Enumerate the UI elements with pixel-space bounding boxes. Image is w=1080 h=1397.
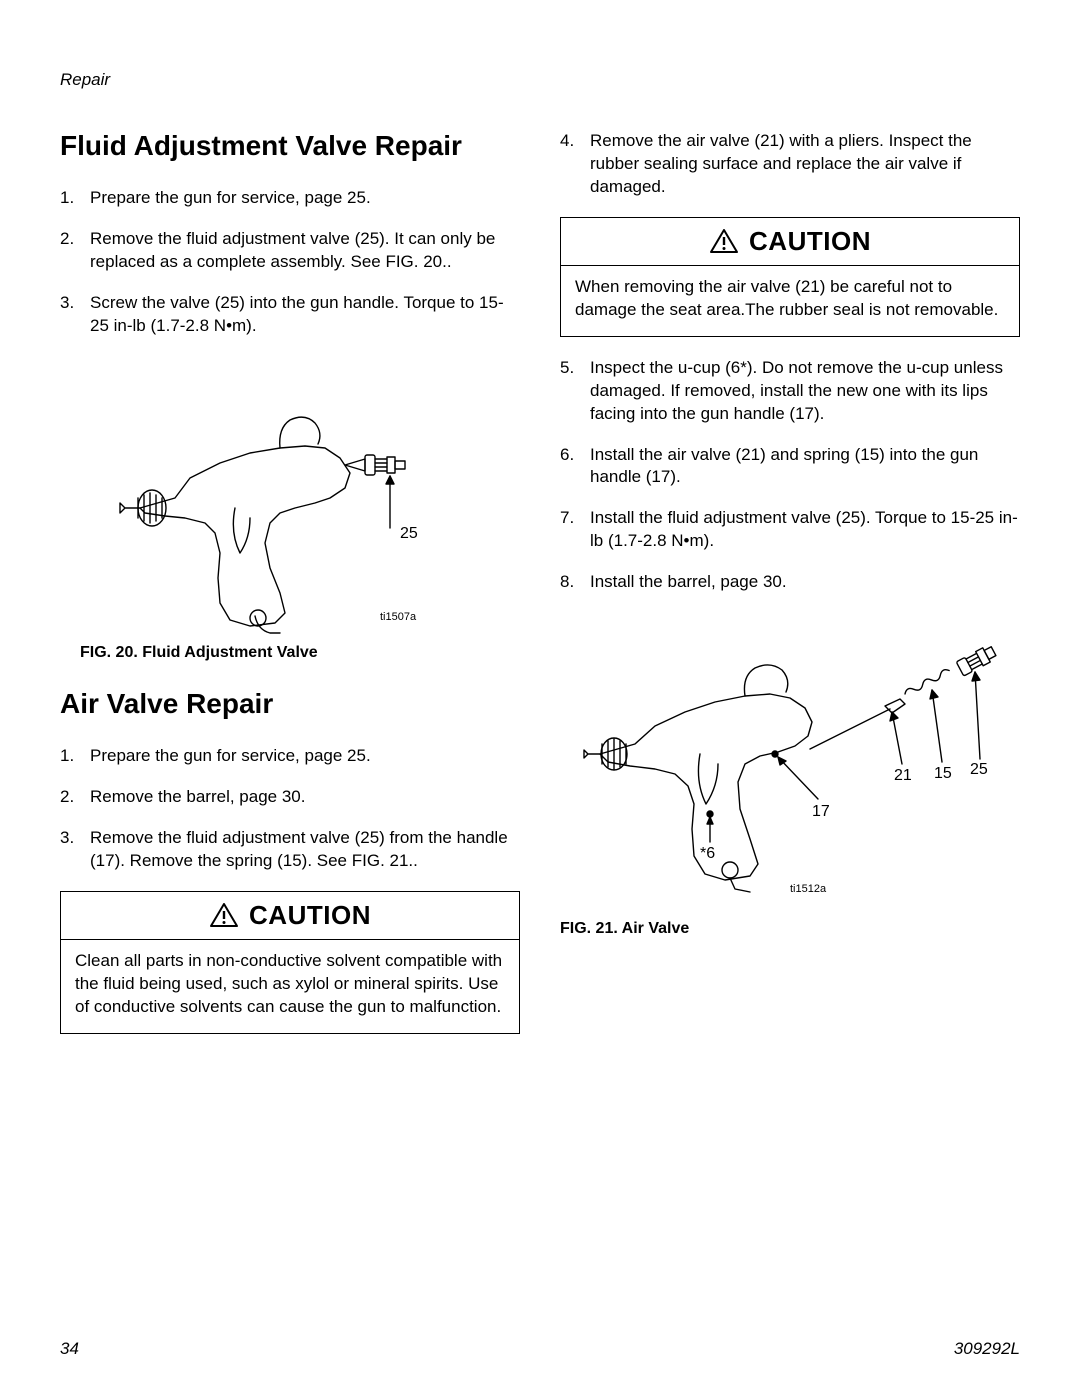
page-number: 34 [60, 1339, 79, 1359]
fluid-adjustment-steps: Prepare the gun for service, page 25. Re… [60, 187, 520, 338]
left-column: Fluid Adjustment Valve Repair Prepare th… [60, 130, 520, 1054]
warning-icon [209, 902, 239, 928]
figure-20: 25 ti1507a FIG. 20. Fluid Adjustment Val… [80, 358, 520, 662]
doc-number: 309292L [954, 1339, 1020, 1359]
fig21-callout-6: *6 [700, 845, 715, 862]
caution-header: CAUTION [561, 218, 1019, 266]
fig21-callout-21: 21 [894, 767, 912, 784]
caution-body: Clean all parts in non-conductive solven… [61, 940, 519, 1033]
fig21-caption: FIG. 21. Air Valve [560, 920, 1020, 938]
right-column: Remove the air valve (21) with a pliers.… [560, 130, 1020, 1054]
air-valve-steps-5-8: Inspect the u-cup (6*). Do not remove th… [560, 357, 1020, 595]
step-item: Remove the air valve (21) with a pliers.… [560, 130, 1020, 199]
caution-box-2: CAUTION When removing the air valve (21)… [560, 217, 1020, 337]
step-item: Remove the fluid adjustment valve (25) f… [60, 827, 520, 873]
step-item: Inspect the u-cup (6*). Do not remove th… [560, 357, 1020, 426]
fig20-illustration: 25 ti1507a [80, 358, 460, 638]
section-title-fluid-adjustment: Fluid Adjustment Valve Repair [60, 130, 520, 162]
fig20-code: ti1507a [380, 611, 417, 623]
caution-label: CAUTION [249, 900, 371, 931]
warning-icon [709, 228, 739, 254]
step-item: Install the air valve (21) and spring (1… [560, 444, 1020, 490]
step-item: Remove the barrel, page 30. [60, 786, 520, 809]
two-column-layout: Fluid Adjustment Valve Repair Prepare th… [60, 130, 1020, 1054]
fig21-illustration: *6 17 21 15 25 ti1512a [560, 614, 1020, 914]
step-item: Screw the valve (25) into the gun handle… [60, 292, 520, 338]
fig21-callout-25: 25 [970, 761, 988, 778]
fig21-callout-15: 15 [934, 765, 952, 782]
fig21-code: ti1512a [790, 883, 827, 895]
air-valve-step-4: Remove the air valve (21) with a pliers.… [560, 130, 1020, 199]
running-head: Repair [60, 70, 1020, 90]
caution-box-1: CAUTION Clean all parts in non-conductiv… [60, 891, 520, 1034]
step-item: Install the barrel, page 30. [560, 571, 1020, 594]
step-item: Remove the fluid adjustment valve (25). … [60, 228, 520, 274]
fig20-caption: FIG. 20. Fluid Adjustment Valve [80, 644, 520, 662]
figure-21: *6 17 21 15 25 ti1512a FIG. 21. Air Valv… [560, 614, 1020, 938]
air-valve-steps-1-3: Prepare the gun for service, page 25. Re… [60, 745, 520, 873]
page: Repair Fluid Adjustment Valve Repair Pre… [0, 0, 1080, 1397]
step-item: Prepare the gun for service, page 25. [60, 187, 520, 210]
step-item: Install the fluid adjustment valve (25).… [560, 507, 1020, 553]
page-footer: 34 309292L [60, 1339, 1020, 1359]
fig21-callout-17: 17 [812, 803, 830, 820]
section-title-air-valve: Air Valve Repair [60, 688, 520, 720]
step-item: Prepare the gun for service, page 25. [60, 745, 520, 768]
fig20-callout-25: 25 [400, 525, 418, 542]
caution-label: CAUTION [749, 226, 871, 257]
caution-body: When removing the air valve (21) be care… [561, 266, 1019, 336]
caution-header: CAUTION [61, 892, 519, 940]
